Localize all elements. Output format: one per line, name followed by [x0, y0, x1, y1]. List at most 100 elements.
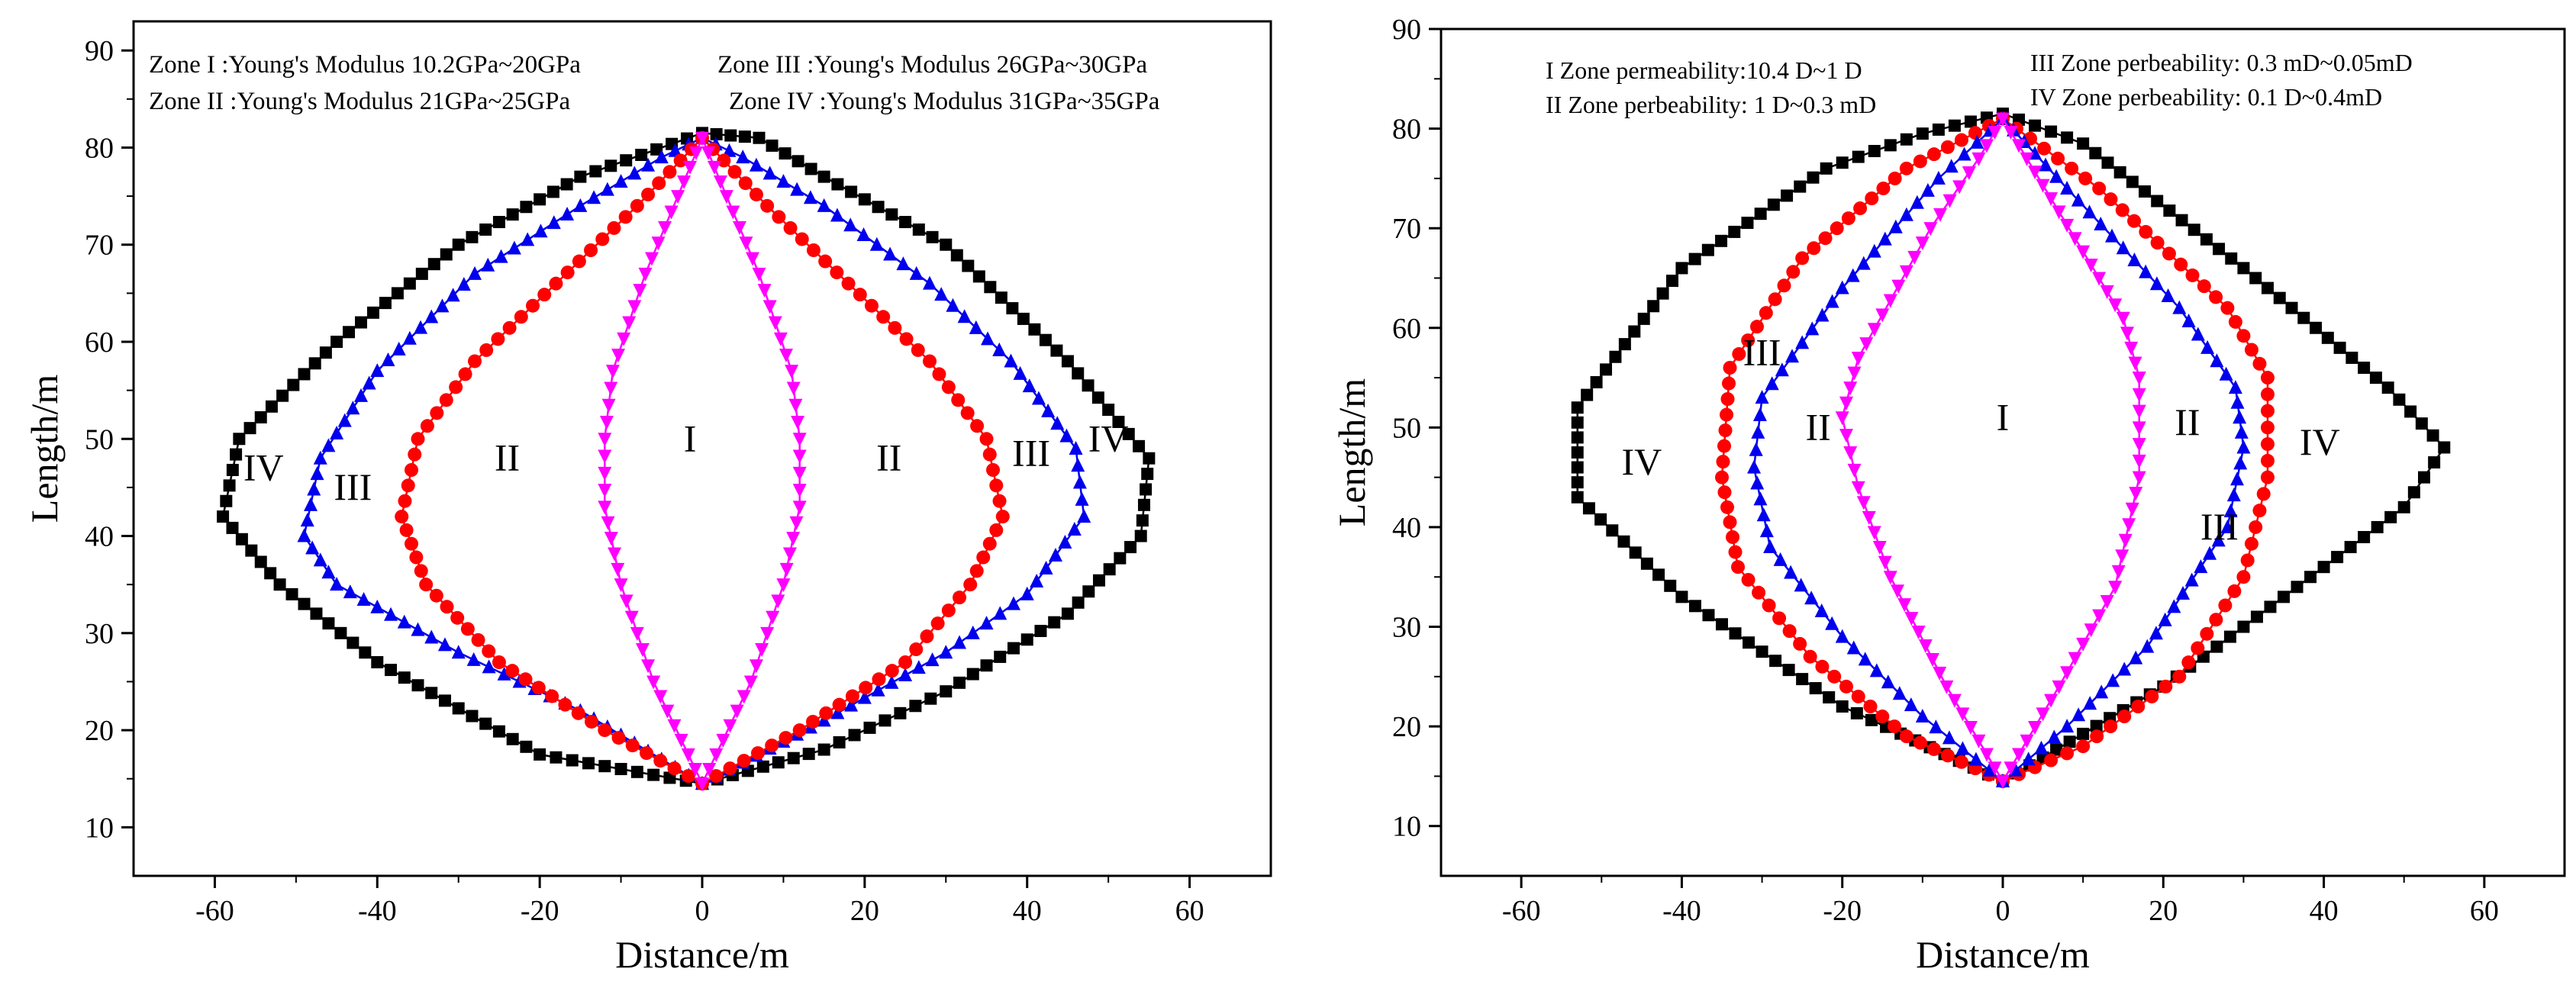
data-point — [638, 267, 653, 282]
data-point — [507, 240, 521, 255]
x-tick-label: 40 — [2310, 895, 2339, 927]
data-point — [2020, 152, 2034, 166]
data-point — [1947, 694, 1962, 708]
data-point — [911, 343, 925, 357]
data-point — [2044, 192, 2059, 206]
data-point — [950, 249, 963, 262]
data-point — [611, 731, 626, 745]
data-point — [709, 769, 724, 784]
data-point — [681, 748, 695, 762]
zone-label: I — [684, 417, 697, 459]
data-point — [587, 190, 601, 204]
data-point — [940, 238, 953, 251]
data-point — [1807, 171, 1820, 184]
data-point — [319, 346, 332, 359]
data-point — [1926, 652, 1939, 667]
data-point — [982, 536, 997, 551]
data-point — [456, 277, 471, 291]
data-point — [1803, 649, 1817, 664]
data-point — [1809, 682, 1822, 695]
data-point — [1996, 774, 2010, 789]
data-point — [1006, 302, 1019, 315]
data-point — [1723, 515, 1737, 529]
data-point — [1865, 191, 1879, 205]
data-point — [2076, 739, 2091, 754]
data-point — [885, 208, 898, 221]
data-point — [2174, 257, 2188, 272]
data-point — [440, 600, 454, 614]
data-point — [888, 320, 902, 335]
data-point — [1843, 446, 1858, 460]
data-point — [607, 220, 621, 235]
data-point — [381, 352, 395, 367]
data-point — [1940, 140, 1955, 154]
data-point — [1752, 585, 1766, 600]
data-point — [857, 690, 872, 704]
data-point — [1900, 133, 1913, 146]
data-point — [1910, 195, 1924, 209]
data-point — [785, 365, 799, 379]
data-point — [953, 635, 967, 649]
zone-label: III — [2200, 505, 2239, 548]
data-point — [2345, 351, 2358, 364]
data-point — [2194, 559, 2208, 574]
data-point — [980, 659, 993, 672]
data-point — [1933, 666, 1947, 681]
data-point — [2237, 620, 2250, 633]
data-point — [1907, 250, 1922, 265]
data-point — [667, 719, 682, 733]
data-point — [994, 650, 1007, 663]
data-point — [1061, 607, 1074, 620]
data-point — [2029, 119, 2042, 132]
data-point — [2158, 612, 2172, 626]
data-point — [1020, 586, 1034, 600]
data-point — [2172, 669, 2187, 684]
data-point — [481, 257, 495, 272]
data-point — [1720, 500, 1735, 514]
data-point — [2034, 740, 2049, 755]
data-point — [749, 187, 763, 201]
zone-label: IV — [243, 446, 284, 488]
data-point — [1749, 442, 1763, 456]
data-point — [2101, 156, 2114, 169]
x-tick-label: -40 — [358, 895, 397, 927]
data-point — [924, 692, 937, 705]
data-point — [1805, 321, 1820, 336]
data-point — [1777, 278, 1791, 293]
data-point — [1932, 123, 1945, 136]
data-point — [966, 668, 979, 681]
data-point — [1061, 355, 1074, 368]
data-point — [415, 267, 428, 280]
data-point — [1628, 325, 1641, 338]
data-point — [732, 220, 746, 235]
y-tick-label: 90 — [85, 35, 114, 67]
data-point — [2175, 214, 2188, 227]
data-point — [2106, 673, 2120, 687]
data-point — [398, 494, 412, 508]
data-point — [772, 210, 786, 224]
data-point — [598, 433, 612, 447]
data-point — [1041, 403, 1056, 417]
data-point — [321, 565, 336, 579]
y-tick-label: 20 — [1392, 711, 1421, 743]
data-point — [2084, 623, 2098, 638]
data-point — [2151, 195, 2164, 208]
data-point — [2076, 245, 2091, 259]
data-point — [1728, 225, 1741, 238]
data-point — [1728, 545, 1743, 559]
data-point — [1048, 548, 1062, 562]
data-point — [2260, 371, 2275, 385]
data-point — [411, 679, 424, 692]
data-point — [845, 185, 858, 198]
data-point — [1825, 616, 1839, 630]
zone-label: I — [1997, 395, 2010, 438]
data-point — [437, 637, 452, 652]
data-point — [370, 599, 385, 613]
data-point — [1717, 439, 1732, 453]
data-point — [909, 266, 924, 280]
data-point — [1124, 541, 1137, 554]
data-point — [753, 131, 766, 144]
data-point — [1134, 529, 1147, 542]
data-point — [1050, 344, 1063, 357]
data-point — [863, 721, 876, 734]
